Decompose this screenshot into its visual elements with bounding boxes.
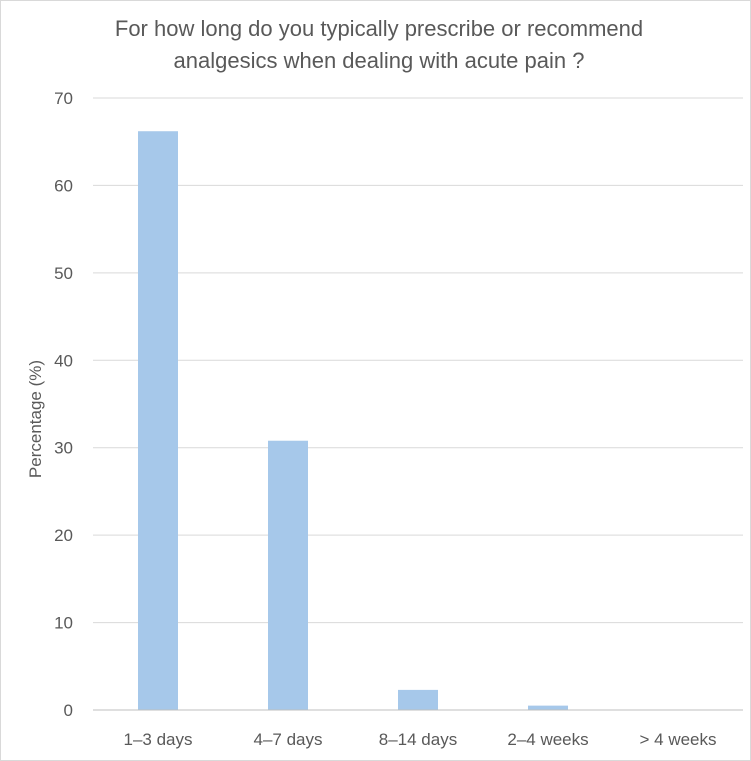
y-axis-ticks: 0 10 20 30 40 50 60 70 <box>54 89 73 720</box>
x-tick-label: 1–3 days <box>124 730 193 749</box>
y-tick-label: 50 <box>54 264 73 283</box>
bar <box>138 131 178 711</box>
y-tick-label: 30 <box>54 439 73 458</box>
chart-title-line-2: analgesics when dealing with acute pain … <box>174 48 585 73</box>
x-tick-label: > 4 weeks <box>639 730 716 749</box>
bars <box>138 131 568 711</box>
y-tick-label: 20 <box>54 526 73 545</box>
chart-title: For how long do you typically prescribe … <box>115 16 643 73</box>
x-tick-label: 4–7 days <box>254 730 323 749</box>
x-axis-ticks: 1–3 days 4–7 days 8–14 days 2–4 weeks > 4 we… <box>124 730 717 749</box>
y-tick-label: 60 <box>54 176 73 195</box>
y-tick-label: 0 <box>64 701 73 720</box>
x-tick-label: 8–14 days <box>379 730 457 749</box>
y-axis-title: Percentage (%) <box>26 360 45 478</box>
bar <box>268 440 308 710</box>
y-tick-label: 10 <box>54 614 73 633</box>
bar <box>528 705 568 710</box>
y-tick-label: 40 <box>54 351 73 370</box>
chart-title-line-1: For how long do you typically prescribe … <box>115 16 643 41</box>
x-tick-label: 2–4 weeks <box>507 730 588 749</box>
bar <box>398 689 438 710</box>
y-tick-label: 70 <box>54 89 73 108</box>
gridlines <box>93 97 743 624</box>
